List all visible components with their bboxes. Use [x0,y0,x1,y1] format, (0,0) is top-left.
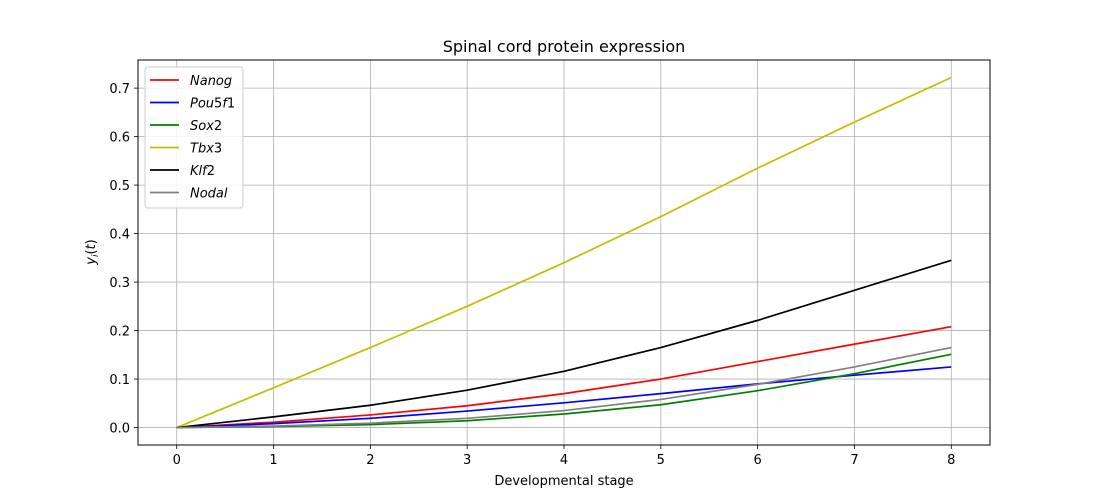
x-tick-label: 3 [463,453,471,468]
legend-label-klf2: Klf2 [190,164,215,179]
y-tick-label: 0.6 [109,131,130,146]
x-tick-label: 2 [366,453,374,468]
legend-label-sox2: Sox2 [190,119,222,134]
x-tick-label: 4 [560,453,568,468]
axis-ticks: 0 1 2 3 4 5 6 7 8 0.0 0.1 0.2 0.3 0.4 0.5 0.6 0.7 [109,82,955,468]
x-tick-label: 1 [269,453,277,468]
y-tick-label: 0.7 [109,82,130,97]
x-axis-label: Developmental stage [494,474,633,489]
chart-title: Spinal cord protein expression [443,37,686,56]
legend: Nanog Pou5f1 Sox2 Tbx3 Klf2 Nodal [144,66,244,209]
legend-label-nanog: Nanog [190,74,232,89]
y-tick-label: 0.5 [109,179,130,194]
series-line-tbx3 [176,76,952,429]
x-tick-label: 6 [753,453,761,468]
y-axis-label: yi(t) [84,239,101,265]
x-tick-label: 7 [850,453,858,468]
series-line-nodal [176,346,952,429]
series-line-klf2 [176,259,952,429]
y-tick-label: 0.1 [109,373,130,388]
x-tick-label: 0 [173,453,181,468]
series-line-nanog [176,325,952,429]
x-tick-label: 8 [947,453,955,468]
y-tick-label: 0.0 [109,422,130,437]
series-lines [176,76,952,429]
legend-label-tbx3: Tbx3 [190,142,222,157]
grid [138,60,990,445]
x-tick-label: 5 [657,453,665,468]
y-tick-label: 0.2 [109,325,130,340]
legend-label-pou5f1: Pou5f1 [190,97,235,112]
legend-label-nodal: Nodal [190,187,228,202]
series-line-pou5f1 [176,366,952,429]
y-tick-label: 0.4 [109,228,130,243]
y-tick-label: 0.3 [109,276,130,291]
